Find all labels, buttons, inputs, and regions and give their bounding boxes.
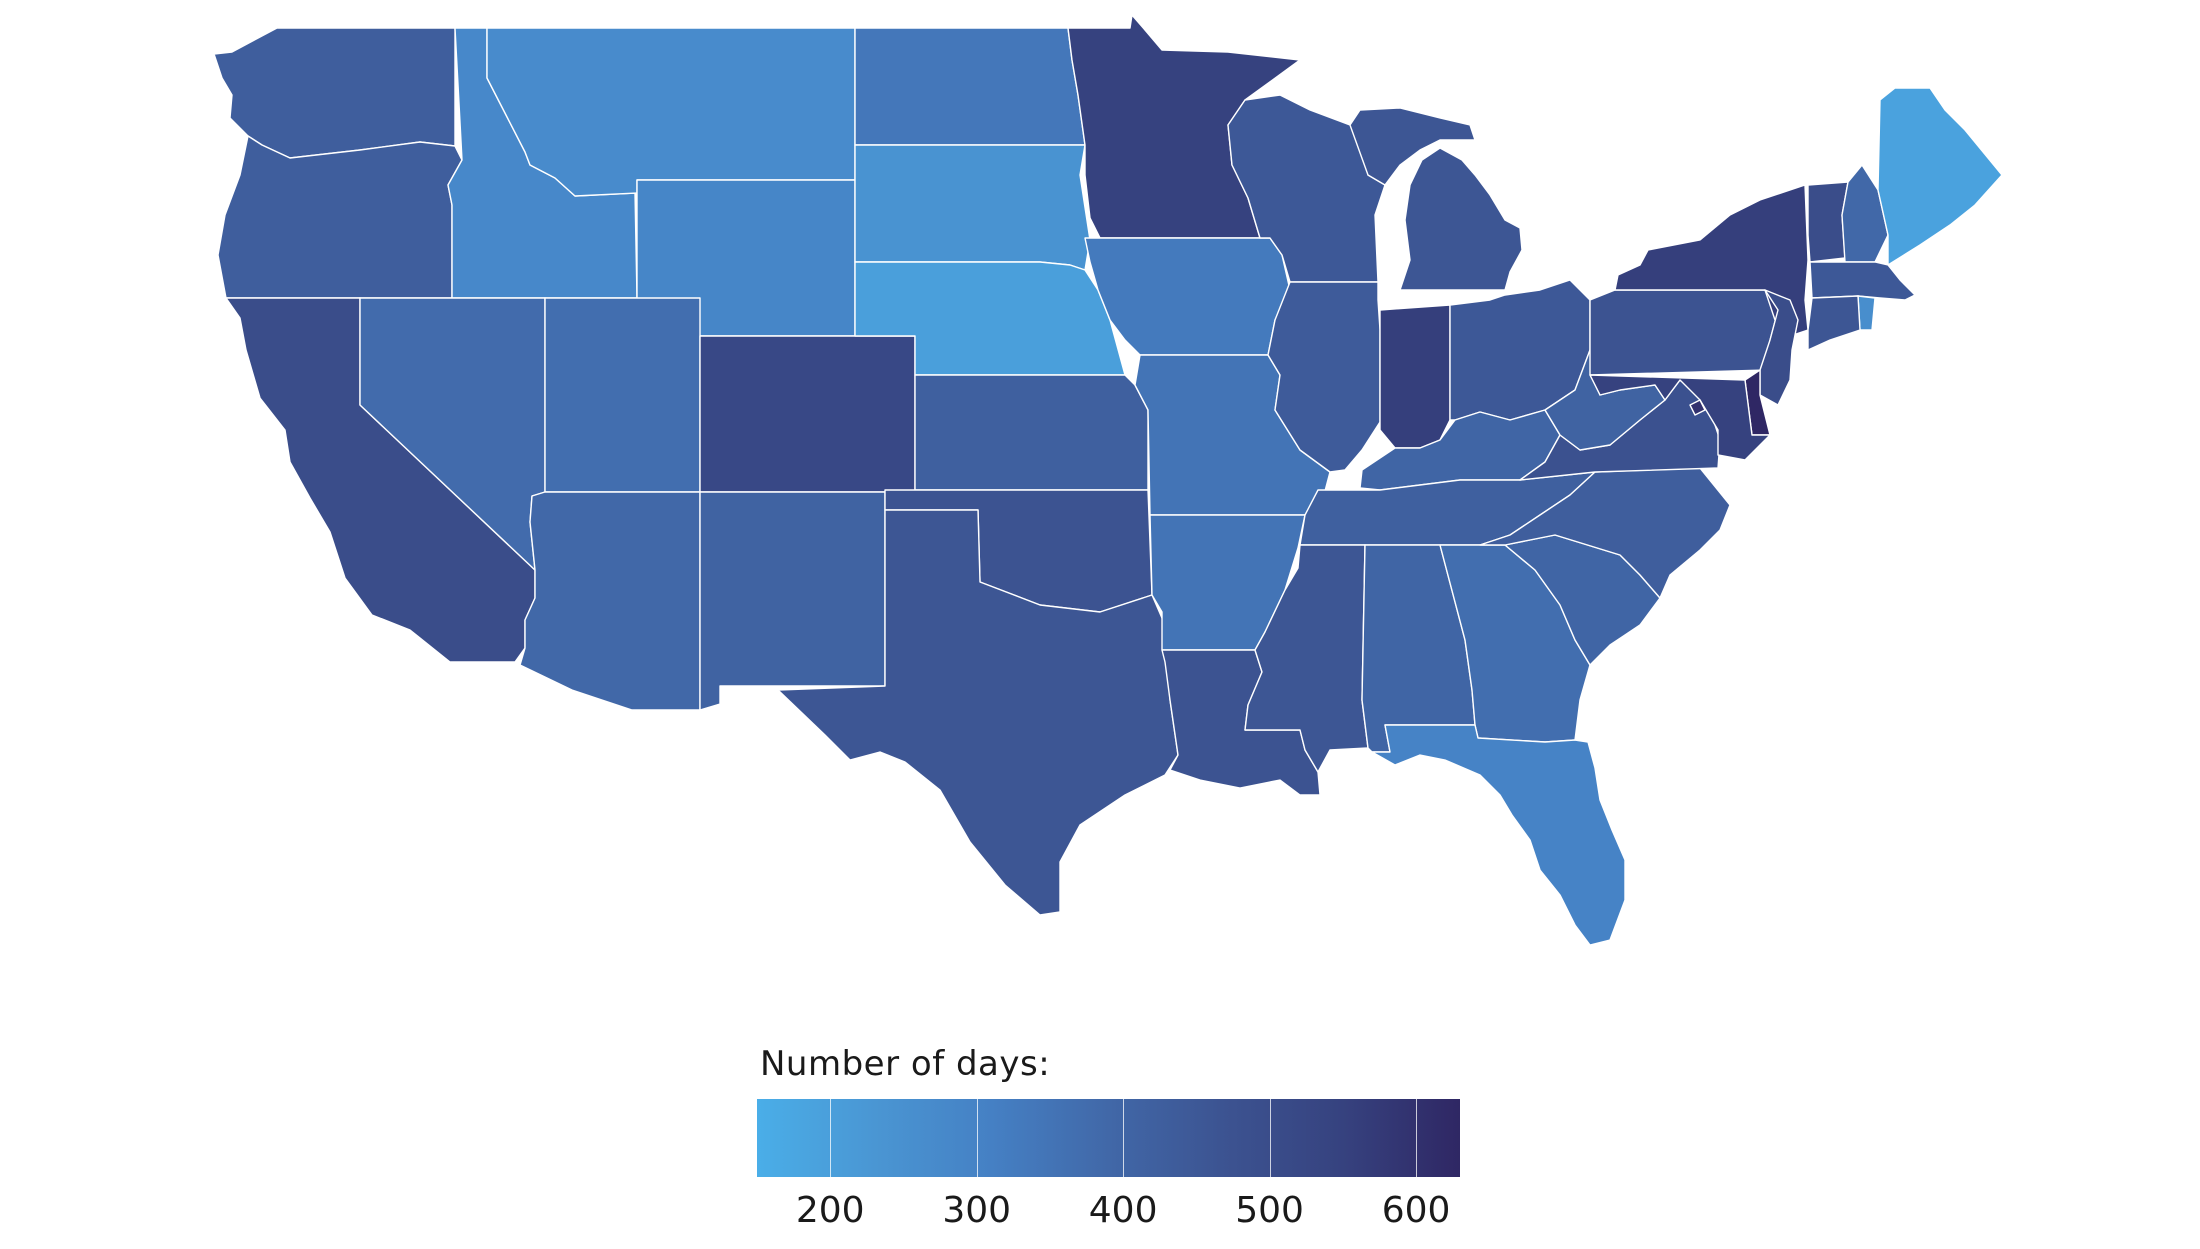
- state-fl: [1371, 724, 1626, 946]
- state-ia: [1084, 237, 1291, 356]
- state-sd: [854, 144, 1091, 271]
- state-pa: [1589, 289, 1779, 376]
- state-wi: [1227, 94, 1386, 283]
- state-ri: [1857, 295, 1876, 331]
- state-mi: [1349, 107, 1523, 291]
- state-md: [1589, 374, 1771, 461]
- state-ct: [1807, 295, 1861, 351]
- state-ut: [544, 297, 701, 493]
- state-tx: [777, 509, 1179, 916]
- state-dc: [1689, 399, 1706, 416]
- state-ks: [914, 374, 1149, 491]
- state-ma: [1809, 261, 1916, 301]
- state-nc: [1479, 467, 1731, 599]
- state-az: [519, 491, 701, 711]
- state-in: [1379, 304, 1451, 449]
- state-nm: [699, 491, 886, 711]
- state-or: [217, 135, 463, 299]
- states-layer: [213, 14, 2003, 946]
- state-nj: [1759, 289, 1799, 406]
- state-co: [699, 335, 916, 493]
- state-il: [1267, 281, 1381, 473]
- state-nd: [854, 27, 1086, 146]
- state-nh: [1841, 164, 1889, 263]
- state-me: [1877, 87, 2003, 266]
- state-mt: [486, 27, 856, 197]
